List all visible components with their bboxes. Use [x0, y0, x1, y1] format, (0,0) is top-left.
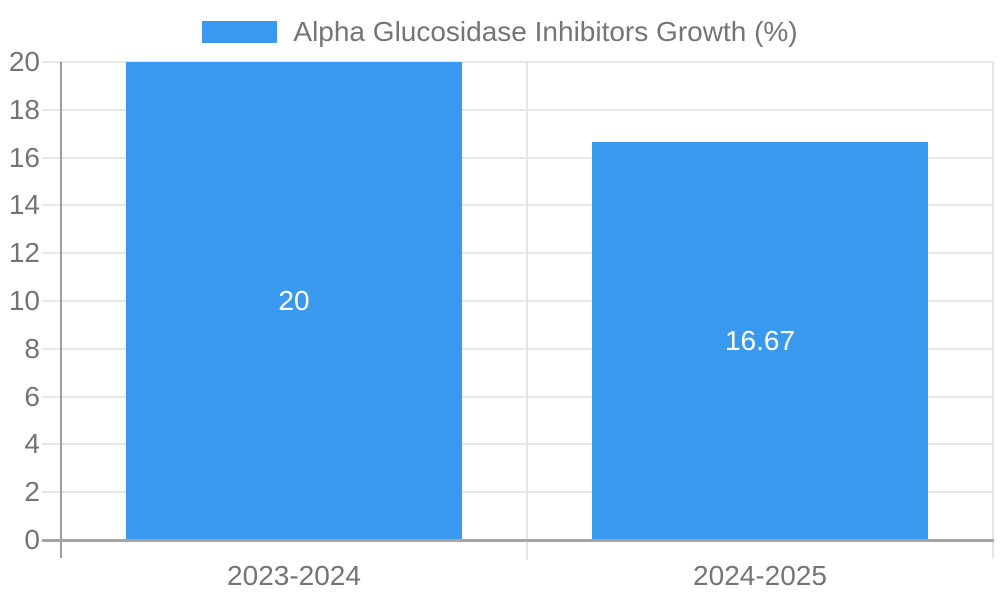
y-tick [42, 395, 61, 398]
y-tick [42, 491, 61, 494]
y-axis-tick-label: 0 [24, 524, 40, 555]
y-axis-tick-label: 14 [8, 189, 40, 221]
x-axis-line [42, 539, 994, 542]
y-tick [42, 443, 61, 446]
x-axis-category-label: 2024-2025 [693, 560, 827, 591]
y-axis-tick-label: 8 [24, 332, 40, 364]
bar-value-label: 16.67 [724, 324, 796, 356]
y-tick [42, 108, 61, 111]
legend-swatch [202, 21, 278, 43]
bar [126, 62, 462, 540]
y-tick [42, 300, 61, 302]
category-separator-line [526, 62, 528, 560]
y-tick [42, 204, 61, 207]
y-axis-tick-label: 4 [24, 428, 40, 460]
y-axis-tick-label: 16 [8, 141, 40, 173]
y-tick [42, 347, 61, 350]
y-axis-line [60, 62, 62, 558]
x-axis-category-label: 2023-2024 [227, 560, 361, 591]
y-tick [42, 252, 61, 255]
y-axis-tick-label: 18 [8, 93, 40, 125]
y-axis-tick-label: 20 [8, 46, 40, 77]
plot-right-border [992, 62, 994, 558]
y-axis-tick-label: 12 [8, 237, 40, 269]
chart-legend: Alpha Glucosidase Inhibitors Growth (%) [0, 16, 1000, 47]
legend-label: Alpha Glucosidase Inhibitors Growth (%) [293, 16, 798, 47]
y-tick [42, 61, 61, 63]
bar-value-label: 20 [278, 285, 310, 316]
y-axis-tick-label: 2 [24, 476, 40, 508]
y-tick [42, 156, 61, 159]
y-axis-tick-label: 6 [24, 380, 40, 412]
y-axis-tick-label: 10 [8, 285, 40, 316]
bar [592, 141, 928, 540]
